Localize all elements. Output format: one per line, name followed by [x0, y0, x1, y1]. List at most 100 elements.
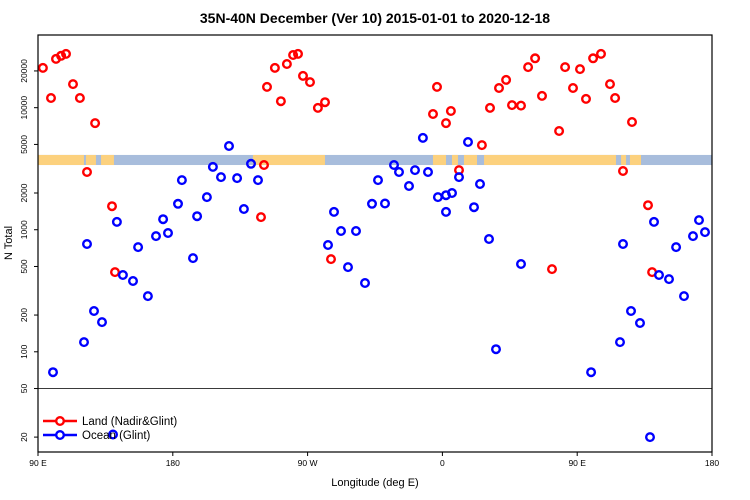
data-point-ocean	[238, 203, 249, 214]
data-point-ocean	[694, 215, 705, 226]
data-point-land	[432, 81, 443, 92]
data-point-land	[46, 92, 57, 103]
data-point-ocean	[329, 206, 340, 217]
band-land-segment	[621, 154, 627, 166]
y-tick-label: 1000	[19, 220, 29, 239]
y-tick-label: 20000	[19, 59, 29, 83]
data-point-land	[259, 159, 270, 170]
axes-layer: 90 E 180 90 W 0 90 E 180 20 50 100 200 500 1000 2000…	[19, 34, 719, 468]
data-point-ocean	[491, 344, 502, 355]
data-point-ocean	[367, 198, 378, 209]
data-point-ocean	[626, 306, 637, 317]
data-point-land	[575, 64, 586, 75]
data-point-land	[560, 62, 571, 73]
data-point-land	[581, 93, 592, 104]
data-point-land	[326, 254, 337, 265]
data-point-ocean	[351, 225, 362, 236]
y-tick-label: 100	[19, 344, 29, 358]
data-point-land	[256, 212, 267, 223]
data-point-land	[81, 166, 92, 177]
data-point-ocean	[323, 239, 334, 250]
data-point-ocean	[343, 262, 354, 273]
band-land-segment	[38, 154, 84, 166]
data-point-ocean	[336, 225, 347, 236]
data-point-land	[501, 74, 512, 85]
data-point-ocean	[649, 216, 660, 227]
data-point-ocean	[394, 166, 405, 177]
data-point-land	[507, 100, 518, 111]
data-point-ocean	[150, 231, 161, 242]
band-land-segment	[484, 154, 616, 166]
data-point-land	[618, 165, 629, 176]
band-land-segment	[252, 154, 325, 166]
y-tick-label: 200	[19, 308, 29, 322]
data-points-layer	[37, 48, 711, 443]
x-axis-title: Longitude (deg E)	[331, 477, 418, 489]
y-tick-label: 500	[19, 259, 29, 273]
data-point-land	[320, 97, 331, 108]
data-point-ocean	[645, 432, 656, 443]
data-point-ocean	[615, 337, 626, 348]
data-point-ocean	[48, 367, 59, 378]
data-point-land	[262, 81, 273, 92]
data-point-land	[428, 108, 439, 119]
y-tick-label: 20	[19, 432, 29, 442]
data-point-ocean	[187, 253, 198, 264]
y-tick-label: 5000	[19, 135, 29, 154]
data-point-land	[67, 79, 78, 90]
data-point-land	[90, 118, 101, 129]
data-point-ocean	[117, 270, 128, 281]
band-land-segment	[432, 154, 446, 166]
data-point-land	[588, 53, 599, 64]
data-point-ocean	[447, 187, 458, 198]
data-point-land	[61, 48, 72, 59]
land-ocean-map-band	[38, 154, 712, 166]
band-land-segment	[101, 154, 114, 166]
data-point-ocean	[664, 274, 675, 285]
band-land-segment	[629, 154, 642, 166]
data-point-land	[494, 82, 505, 93]
band-land-segment	[451, 154, 458, 166]
data-point-land	[281, 59, 292, 70]
y-tick-label: 50	[19, 384, 29, 394]
data-point-ocean	[389, 159, 400, 170]
data-point-land	[109, 267, 120, 278]
data-point-land	[74, 92, 85, 103]
data-point-ocean	[586, 367, 597, 378]
data-point-land	[441, 118, 452, 129]
legend: Land (Nadir&Glint) Ocean (Glint)	[43, 416, 177, 442]
data-point-ocean	[404, 180, 415, 191]
data-point-ocean	[252, 175, 263, 186]
data-point-ocean	[127, 276, 138, 287]
data-point-ocean	[410, 165, 421, 176]
data-point-land	[547, 264, 558, 275]
data-point-ocean	[700, 227, 711, 238]
data-point-ocean	[172, 198, 183, 209]
data-point-ocean	[417, 132, 428, 143]
data-point-ocean	[679, 291, 690, 302]
legend-marker-land	[55, 416, 66, 427]
data-point-land	[627, 116, 638, 127]
data-point-ocean	[618, 238, 629, 249]
data-point-ocean	[78, 337, 89, 348]
data-point-land	[37, 62, 48, 73]
data-point-ocean	[654, 270, 665, 281]
data-point-land	[275, 96, 286, 107]
data-point-land	[56, 50, 67, 61]
data-point-ocean	[463, 136, 474, 147]
data-point-land	[537, 90, 548, 101]
data-point-ocean	[469, 202, 480, 213]
data-point-land	[568, 82, 579, 93]
data-point-ocean	[516, 259, 527, 270]
data-point-land	[293, 48, 304, 59]
chart-title: 35N-40N December (Ver 10) 2015-01-01 to …	[200, 10, 550, 26]
data-point-ocean	[441, 206, 452, 217]
data-point-ocean	[142, 291, 153, 302]
data-point-ocean	[423, 166, 434, 177]
y-tick-label: 10000	[19, 96, 29, 120]
x-tick-label: 180	[705, 458, 719, 468]
band-ocean-segment	[38, 154, 712, 166]
data-point-ocean	[688, 231, 699, 242]
legend-label-land: Land (Nadir&Glint)	[82, 416, 177, 428]
